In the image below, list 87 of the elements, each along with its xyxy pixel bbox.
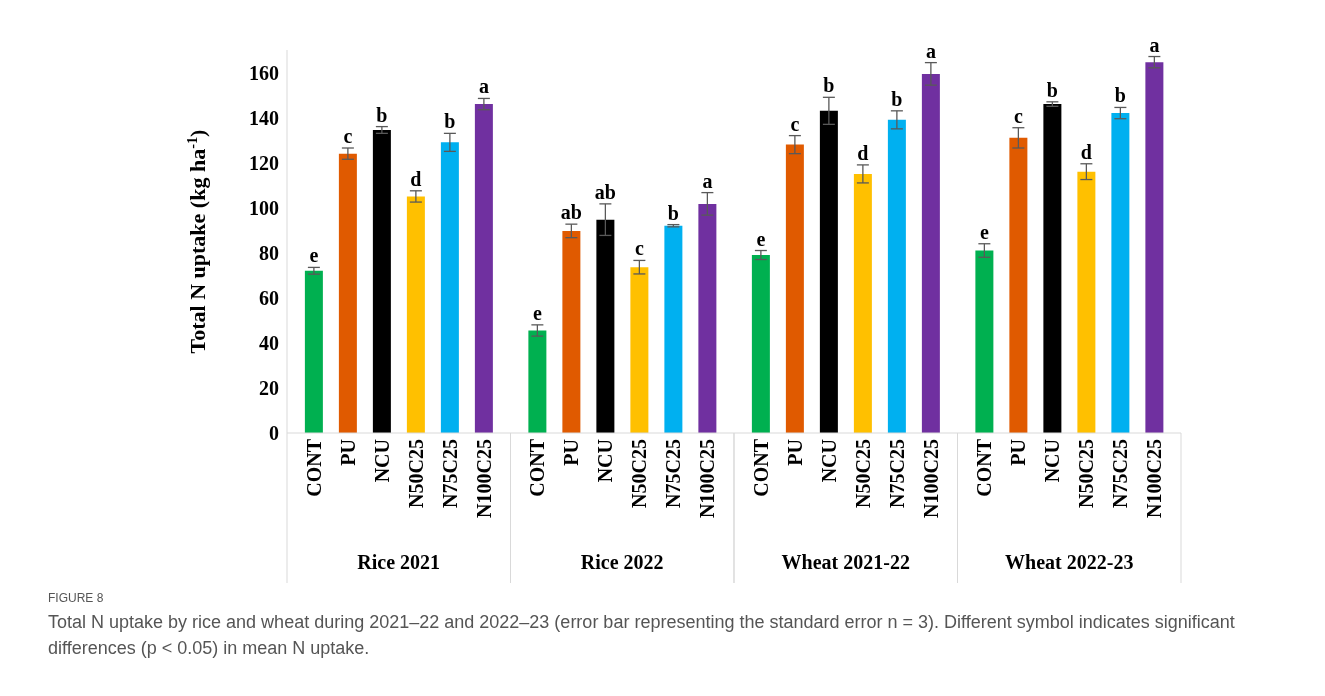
bar (440, 142, 459, 433)
text: NCU (370, 439, 393, 483)
data-label: b (891, 87, 903, 110)
text: NCU (1041, 439, 1064, 483)
y-tick-label: 160 (249, 61, 279, 84)
text: N100C25 (919, 439, 942, 518)
bar (887, 119, 906, 433)
data-label: a (925, 39, 936, 62)
text: Total N uptake by rice and wheat during 2021–22 and 2022–23 (error bar representing the standard error n = 3). Different symbol indicates significant differences (p < 0.05) in mean N uptake. (48, 611, 1236, 660)
data-label: d (1080, 140, 1092, 163)
bar (921, 73, 940, 433)
data-label: e (756, 227, 766, 250)
y-tick-label: 80 (259, 241, 279, 264)
bar (1077, 171, 1096, 433)
bar (1111, 113, 1130, 433)
y-tick-label: 40 (259, 331, 279, 354)
bar (785, 144, 804, 433)
data-label: c (634, 237, 644, 260)
x-tick-label: Wheat 2022-23 (1005, 551, 1134, 573)
data-label: d (410, 167, 422, 190)
text: CONT (526, 439, 549, 497)
bar (975, 250, 994, 433)
data-label: e (532, 301, 542, 324)
y-tick-label: 100 (249, 196, 279, 219)
data-label: c (343, 125, 353, 147)
text: NCU (594, 439, 617, 483)
bar (406, 196, 425, 433)
bar (372, 129, 391, 433)
text: N100C25 (472, 439, 495, 518)
y-tick-label: 120 (249, 151, 279, 174)
text: N50C25 (628, 439, 651, 508)
text: PU (560, 439, 583, 466)
caption: FIGURE 8 (48, 591, 105, 605)
y-tick-label: 20 (259, 377, 279, 400)
bar (664, 225, 683, 433)
text: CONT (302, 438, 325, 497)
text: N50C25 (404, 439, 427, 508)
data-label: ab (594, 180, 616, 203)
bar (304, 270, 323, 433)
data-label: c (790, 112, 800, 135)
text: N75C25 (662, 439, 685, 508)
data-label: b (1046, 78, 1058, 101)
data-label: b (667, 201, 679, 224)
bar (698, 203, 717, 433)
data-label: e (309, 244, 319, 267)
bar (853, 173, 872, 433)
data-label: b (444, 110, 456, 133)
bar (751, 255, 770, 433)
text: N50C25 (851, 439, 874, 508)
data-label: a (1149, 33, 1160, 56)
data-label: d (857, 141, 869, 164)
text: N50C25 (1075, 439, 1098, 508)
bar (338, 153, 357, 433)
x-tick-label: Wheat 2021-22 (781, 551, 910, 573)
data-label: c (1013, 104, 1023, 127)
data-label: e (979, 220, 989, 243)
bar (1043, 104, 1062, 433)
text: N100C25 (696, 439, 719, 518)
y-tick-label: 0 (269, 422, 279, 445)
text: N75C25 (438, 439, 461, 508)
text: N100C25 (1143, 439, 1166, 518)
y-tick-label: 140 (249, 106, 279, 129)
text: N75C25 (885, 439, 908, 508)
bar (562, 230, 581, 433)
bar (528, 330, 547, 433)
bar (474, 104, 493, 433)
data-label: b (376, 103, 388, 126)
text: PU (783, 439, 806, 466)
data-label: ab (560, 201, 582, 224)
x-tick-label: Rice 2022 (580, 551, 664, 573)
text: NCU (817, 439, 840, 483)
bar (630, 267, 649, 433)
text: CONT (749, 439, 772, 497)
text: CONT (973, 439, 996, 497)
data-label: b (1114, 84, 1126, 107)
data-label: b (823, 74, 835, 97)
bar (819, 110, 838, 433)
y-tick-label: 60 (259, 286, 279, 309)
text: PU (336, 439, 359, 466)
data-label: a (478, 75, 489, 98)
text: PU (1007, 439, 1030, 466)
bar (1009, 137, 1028, 433)
data-label: a (702, 169, 713, 192)
bar (1145, 62, 1164, 433)
text: N75C25 (1109, 439, 1132, 508)
bar (596, 219, 615, 433)
x-tick-label: Rice 2021 (357, 551, 441, 573)
